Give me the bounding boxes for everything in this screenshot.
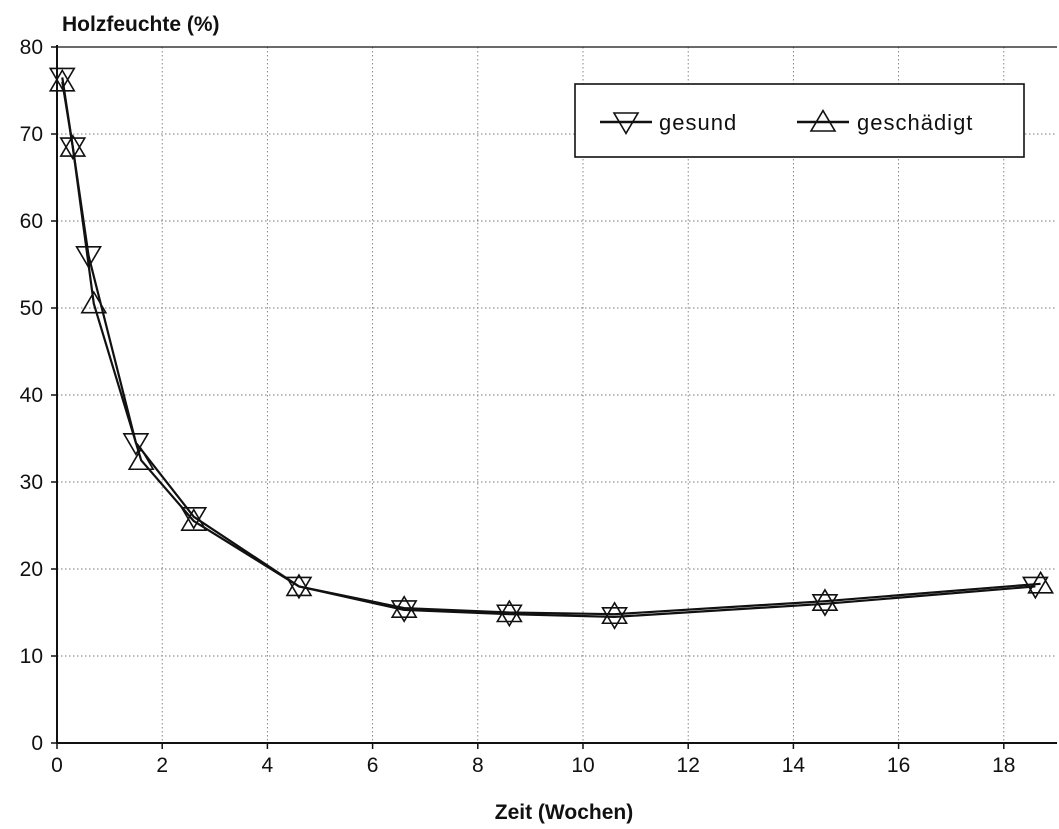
x-tick-label-12: 12 <box>677 754 700 777</box>
y-tick-label-60: 60 <box>20 210 43 233</box>
x-tick-label-16: 16 <box>887 754 910 777</box>
data-point-1-4 <box>180 506 208 530</box>
data-point-2-9 <box>811 588 839 611</box>
y-tick-label-0: 0 <box>31 732 43 755</box>
data-point-2-8 <box>601 601 628 625</box>
data-point-2-10 <box>1027 570 1055 594</box>
y-tick-label-10: 10 <box>20 645 43 668</box>
legend-marker-1 <box>612 112 640 135</box>
legend-box <box>574 83 1025 158</box>
legend-marker-2 <box>809 109 837 132</box>
axes: 0 10 20 30 40 50 60 70 80 0 2 4 6 8 10 12 14 16 18 <box>20 36 1057 777</box>
data-point-2-5 <box>285 573 313 597</box>
y-axis-title: Holzfeuchte (%) <box>62 13 220 36</box>
data-point-1-10 <box>1021 576 1049 600</box>
series-2 <box>48 68 1055 625</box>
x-tick-label-8: 8 <box>472 754 484 777</box>
data-point-1-6 <box>390 600 418 623</box>
data-point-2-1 <box>59 134 87 157</box>
data-point-1-9 <box>811 593 839 617</box>
series <box>48 67 1055 630</box>
data-point-2-4 <box>180 508 208 531</box>
data-point-2-6 <box>390 595 418 618</box>
y-tick-label-80: 80 <box>20 36 43 59</box>
data-point-1-7 <box>495 604 523 628</box>
data-point-2-2 <box>80 290 108 314</box>
series-line-2 <box>61 81 1041 616</box>
data-point-1-0 <box>48 67 76 91</box>
x-tick-label-4: 4 <box>262 754 274 777</box>
x-tick-label-18: 18 <box>992 754 1015 777</box>
data-point-2-3 <box>127 447 155 471</box>
x-tick-label-14: 14 <box>782 754 806 777</box>
x-tick-label-2: 2 <box>156 754 168 777</box>
data-point-2-7 <box>495 599 523 623</box>
legend-label-1: gesund <box>659 110 737 135</box>
y-tick-label-40: 40 <box>20 384 43 407</box>
data-point-1-8 <box>601 607 628 630</box>
data-point-1-3 <box>122 433 150 456</box>
y-tick-label-50: 50 <box>20 297 43 320</box>
x-axis-title: Zeit (Wochen) <box>495 801 633 824</box>
x-tick-label-10: 10 <box>571 754 594 777</box>
data-point-1-2 <box>75 246 102 269</box>
x-tick-label-6: 6 <box>367 754 379 777</box>
data-point-1-1 <box>59 137 87 161</box>
series-line-1 <box>61 77 1036 618</box>
x-tick-label-0: 0 <box>51 754 63 777</box>
y-tick-label-20: 20 <box>20 558 43 581</box>
y-tick-label-70: 70 <box>20 123 43 146</box>
y-tick-label-30: 30 <box>20 471 43 494</box>
legend: gesund geschädigt <box>574 83 1025 158</box>
data-point-2-0 <box>48 68 76 92</box>
legend-label-2: geschädigt <box>857 110 973 135</box>
